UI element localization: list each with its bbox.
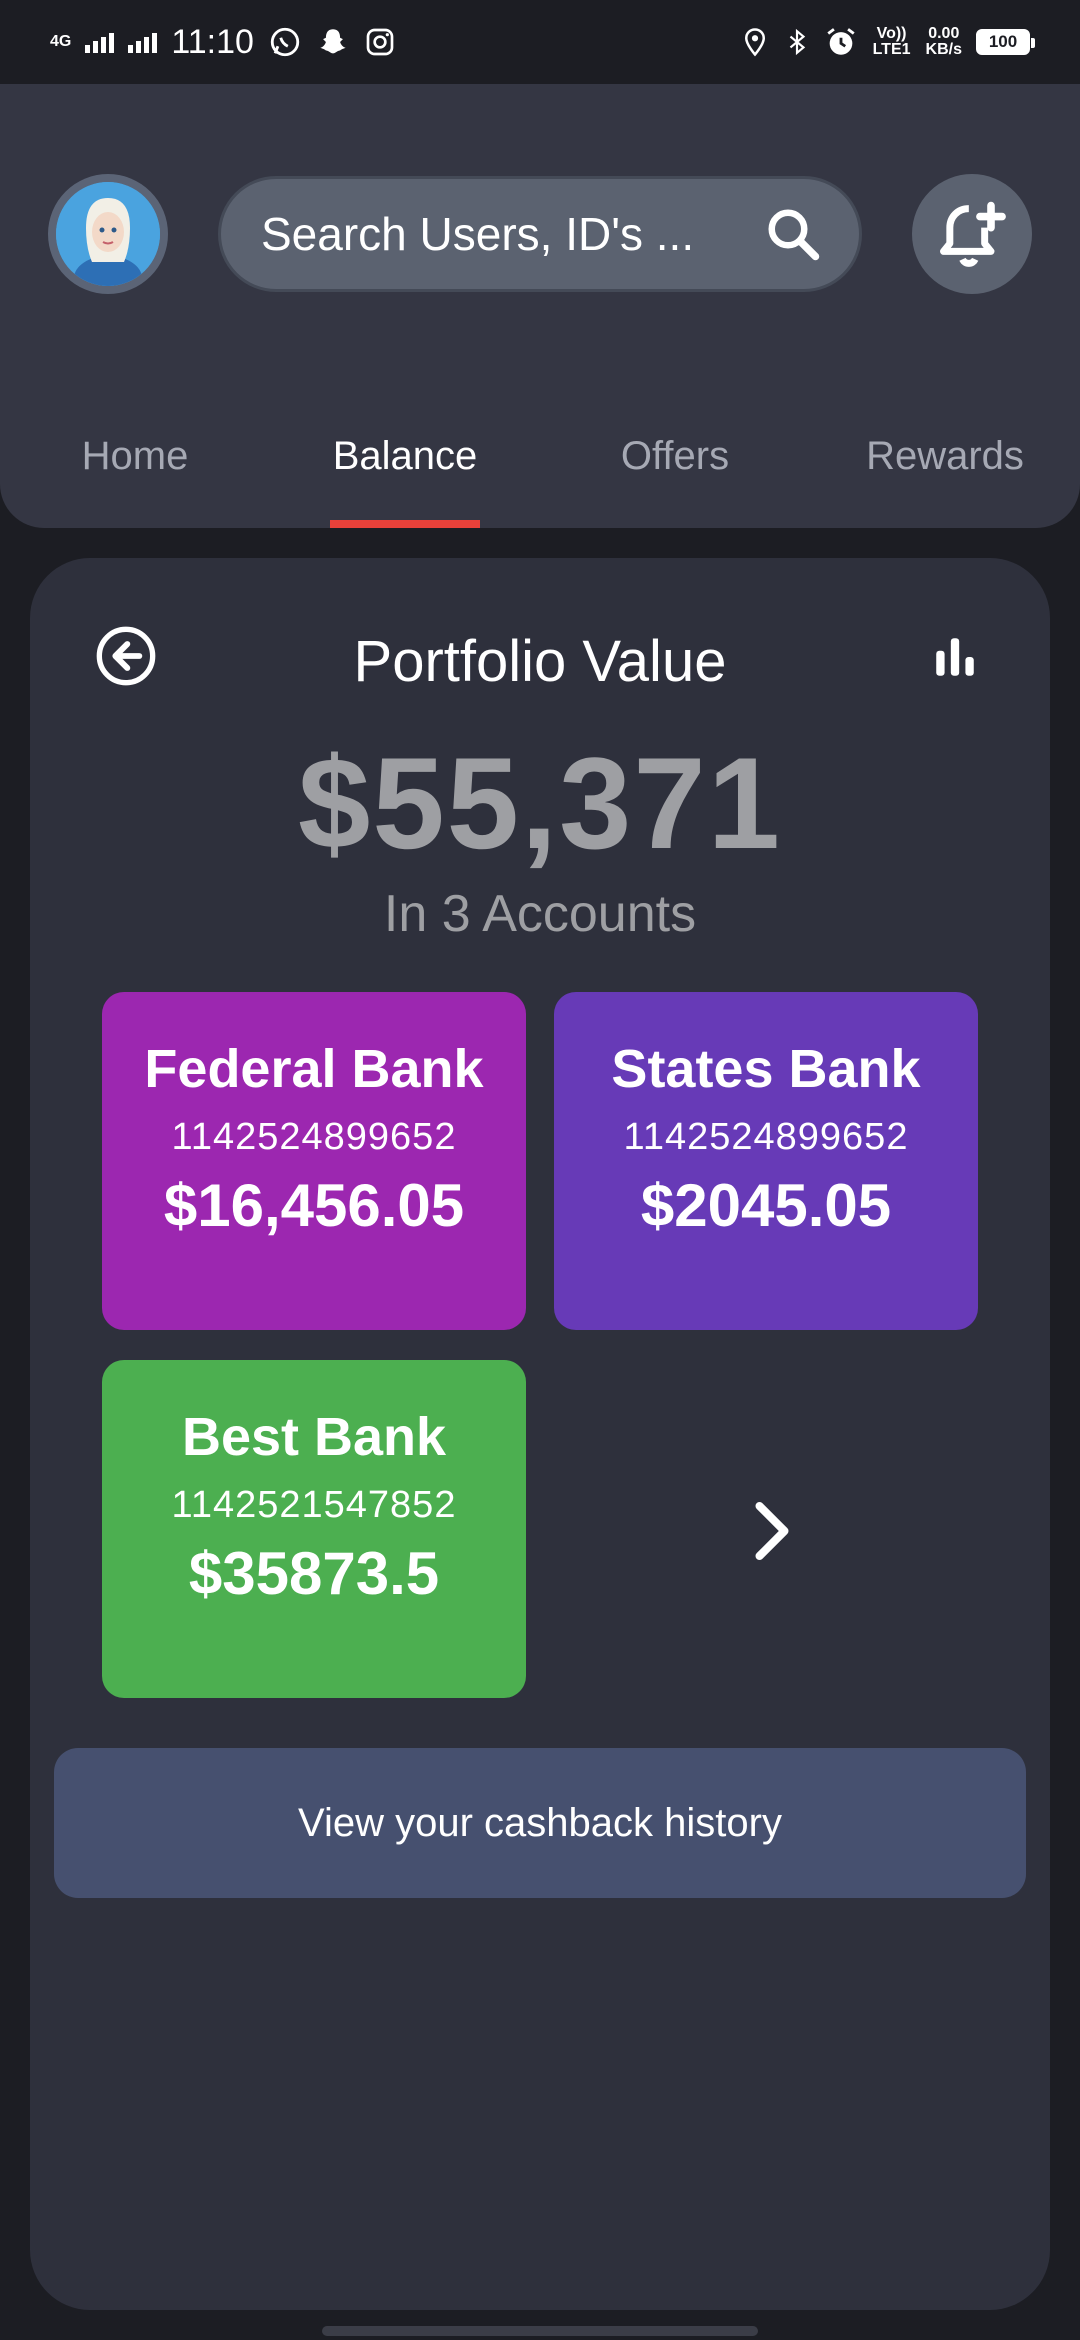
cashback-history-button[interactable]: View your cashback history bbox=[54, 1748, 1026, 1898]
search-icon[interactable] bbox=[763, 204, 823, 264]
signal-icon bbox=[85, 31, 114, 53]
avatar-image bbox=[56, 182, 160, 286]
clock: 11:10 bbox=[171, 23, 254, 62]
network-type: 4G bbox=[50, 34, 71, 50]
whatsapp-icon bbox=[268, 25, 302, 59]
bell-plus-icon bbox=[934, 196, 1010, 272]
home-indicator[interactable] bbox=[322, 2326, 758, 2336]
network-speed: 0.00 KB/s bbox=[926, 26, 962, 58]
portfolio-card: Portfolio Value $55,371 In 3 Accounts Fe… bbox=[30, 558, 1050, 2310]
network-speed-value: 0.00 bbox=[926, 26, 962, 42]
tab-home[interactable]: Home bbox=[0, 414, 270, 528]
page-title: Portfolio Value bbox=[30, 628, 1050, 695]
signal-icon-2 bbox=[128, 31, 157, 53]
bar-chart-icon[interactable] bbox=[930, 632, 980, 682]
tab-balance[interactable]: Balance bbox=[270, 414, 540, 528]
instagram-icon bbox=[364, 26, 396, 58]
bank-card-best[interactable]: Best Bank 1142521547852 $35873.5 bbox=[102, 1360, 526, 1698]
volte-indicator: Vo)) LTE1 bbox=[872, 26, 912, 58]
account-balance: $16,456.05 bbox=[102, 1171, 526, 1240]
tab-bar: Home Balance Offers Rewards bbox=[0, 414, 1080, 528]
app-header: Search Users, ID's ... Home Balance Offe… bbox=[0, 84, 1080, 528]
location-icon bbox=[740, 25, 770, 59]
bank-card-federal[interactable]: Federal Bank 1142524899652 $16,456.05 bbox=[102, 992, 526, 1330]
account-number: 1142521547852 bbox=[102, 1484, 526, 1527]
add-notification-button[interactable] bbox=[912, 174, 1032, 294]
bluetooth-icon bbox=[784, 25, 810, 59]
account-balance: $35873.5 bbox=[102, 1539, 526, 1608]
portfolio-total: $55,371 bbox=[30, 728, 1050, 878]
account-number: 1142524899652 bbox=[102, 1116, 526, 1159]
network-speed-unit: KB/s bbox=[926, 42, 962, 58]
bank-card-states[interactable]: States Bank 1142524899652 $2045.05 bbox=[554, 992, 978, 1330]
battery-icon: 100 bbox=[976, 29, 1030, 55]
alarm-icon bbox=[824, 25, 858, 59]
search-input[interactable]: Search Users, ID's ... bbox=[261, 207, 763, 261]
snapchat-icon bbox=[316, 25, 350, 59]
status-bar: 4G 11:10 Vo)) LTE1 0.00 KB/s 100 bbox=[0, 0, 1080, 84]
portfolio-header: Portfolio Value bbox=[30, 558, 1050, 738]
chevron-right-icon[interactable] bbox=[742, 1496, 802, 1566]
bank-name: Federal Bank bbox=[102, 1038, 526, 1100]
account-number: 1142524899652 bbox=[554, 1116, 978, 1159]
avatar[interactable] bbox=[48, 174, 168, 294]
bank-name: Best Bank bbox=[102, 1406, 526, 1468]
accounts-count: In 3 Accounts bbox=[30, 884, 1050, 944]
account-balance: $2045.05 bbox=[554, 1171, 978, 1240]
bank-name: States Bank bbox=[554, 1038, 978, 1100]
search-bar[interactable]: Search Users, ID's ... bbox=[218, 176, 862, 292]
tab-rewards[interactable]: Rewards bbox=[810, 414, 1080, 528]
tab-offers[interactable]: Offers bbox=[540, 414, 810, 528]
